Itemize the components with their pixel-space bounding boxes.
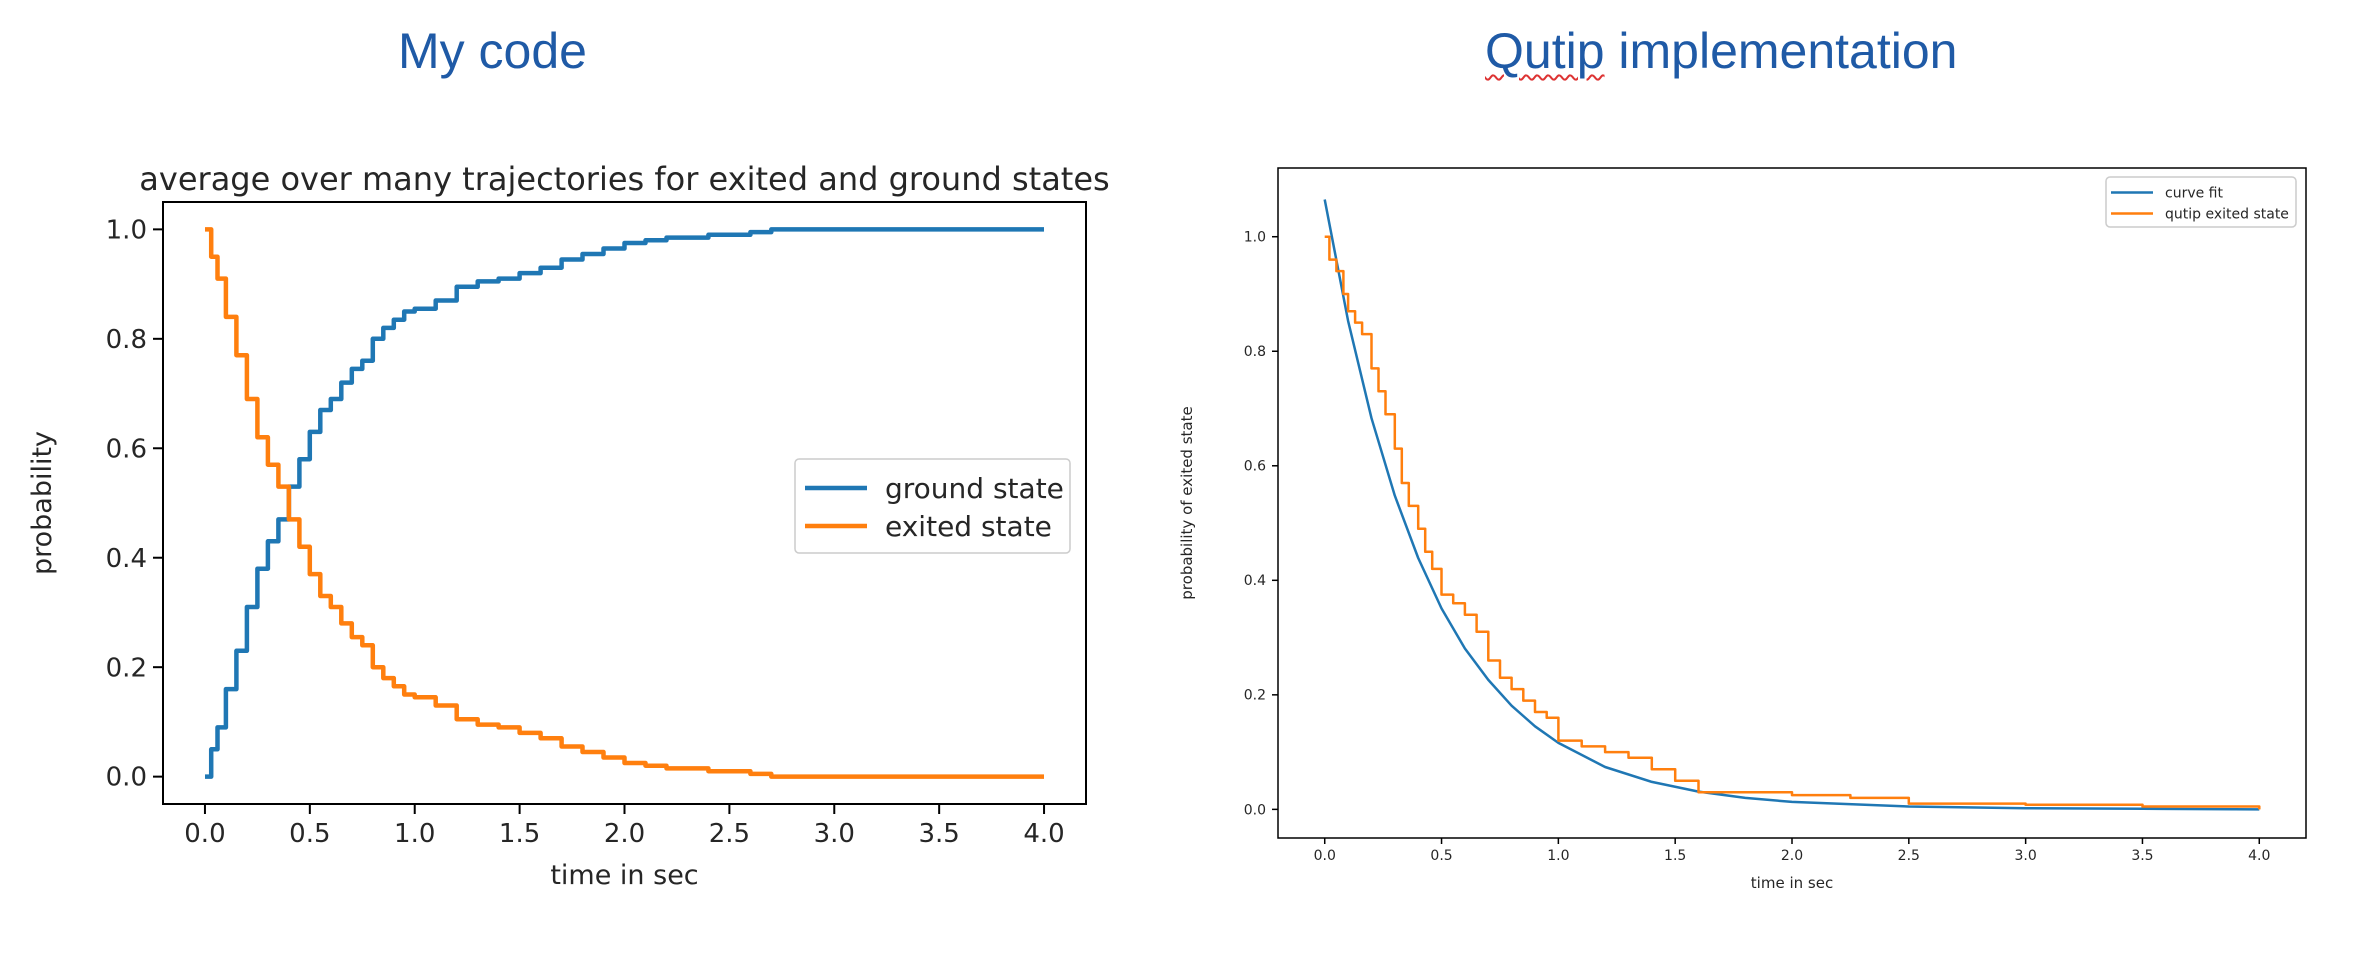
x-tick-label: 2.0 (1781, 848, 1803, 864)
series-line-curve-fit (1323, 199, 2260, 811)
y-tick-label: 1.0 (1244, 230, 1266, 246)
y-tick-label: 0.2 (106, 653, 147, 683)
legend-label-exited-state: exited state (885, 510, 1052, 543)
chart-title: average over many trajectories for exite… (139, 160, 1109, 198)
x-tick-label: 3.5 (918, 819, 959, 849)
x-tick-label: 0.0 (1314, 848, 1336, 864)
series-line-qutip-exited-state (1324, 235, 2261, 810)
legend-label-curve-fit: curve fit (2165, 185, 2223, 201)
y-tick-label: 0.0 (106, 763, 147, 793)
chart-left: 0.0 0.5 1.0 1.5 2.0 2.5 3.0 3.5 4.0 0.0 0.2 0.4 0.6 0… (27, 160, 1110, 891)
x-tick-label: 1.5 (499, 819, 540, 849)
series-line-ground-state (205, 227, 1044, 779)
slide-heading-right: Qutip implementation (1485, 22, 1957, 80)
y-tick-label: 0.6 (1244, 459, 1266, 475)
y-tick-label: 0.4 (1244, 573, 1266, 589)
y-tick-label: 1.0 (106, 215, 147, 245)
x-tick-label: 3.0 (814, 819, 855, 849)
x-tick-label: 3.5 (2131, 848, 2153, 864)
x-tick-label: 1.0 (394, 819, 435, 849)
x-tick-label: 0.5 (289, 819, 330, 849)
x-tick-label: 3.0 (2015, 848, 2037, 864)
y-tick-label: 0.8 (1244, 344, 1266, 360)
x-tick-label: 1.0 (1547, 848, 1569, 864)
x-tick-label: 1.5 (1664, 848, 1686, 864)
x-tick-label: 0.5 (1430, 848, 1452, 864)
x-tick-label: 2.5 (709, 819, 750, 849)
legend-label-ground-state: ground state (885, 472, 1064, 505)
x-tick-label: 4.0 (1023, 819, 1064, 849)
slide-heading-left: My code (398, 23, 587, 79)
x-tick-label: 4.0 (2248, 848, 2270, 864)
x-tick-label: 2.5 (1898, 848, 1920, 864)
x-tick-label: 2.0 (604, 819, 645, 849)
x-axis-label: time in sec (1751, 874, 1833, 892)
axes-frame (1277, 167, 2307, 839)
y-tick-label: 0.4 (106, 544, 147, 574)
y-axis-label: probability (27, 431, 58, 575)
y-tick-label: 0.0 (1244, 802, 1266, 818)
y-tick-label: 0.2 (1244, 688, 1266, 704)
y-axis-label: probability of exited state (1178, 406, 1196, 599)
legend-label-qutip-exited-state: qutip exited state (2165, 206, 2289, 222)
heading-word-qutip: Qutip (1485, 23, 1605, 79)
legend-box (2105, 176, 2297, 228)
legend-box (794, 458, 1071, 554)
y-tick-label: 0.6 (106, 434, 147, 464)
series-line-exited-state (205, 227, 1044, 779)
x-axis-label: time in sec (550, 860, 698, 891)
heading-word-implementation: implementation (1604, 23, 1958, 79)
y-tick-label: 0.8 (106, 325, 147, 355)
x-tick-label: 0.0 (184, 819, 225, 849)
